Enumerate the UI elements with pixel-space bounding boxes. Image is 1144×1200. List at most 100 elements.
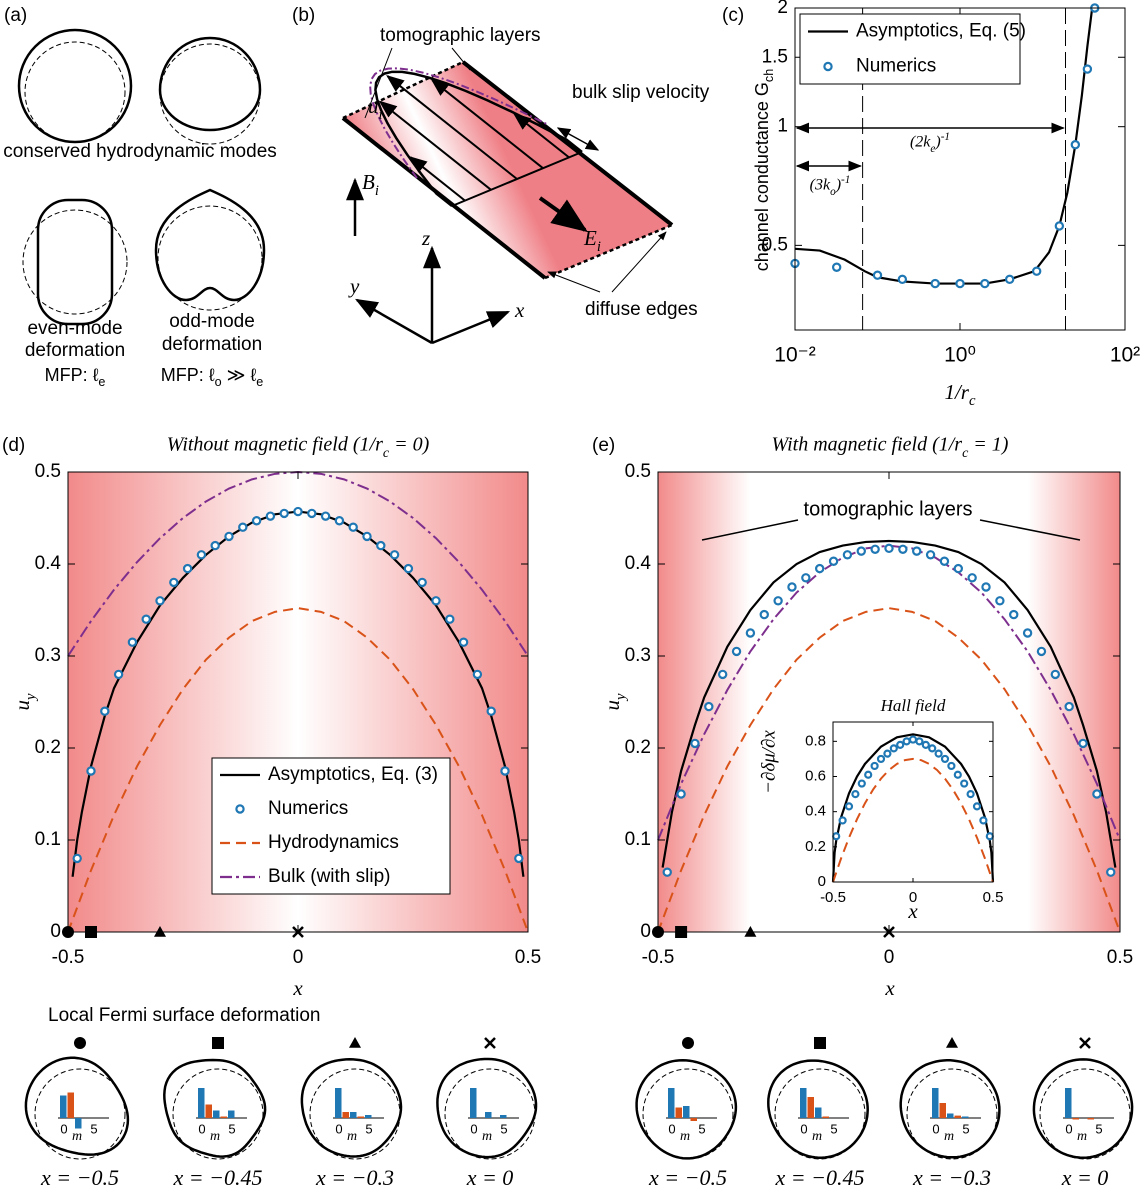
data-point <box>690 738 700 749</box>
bar-tick-label: 5 <box>228 1121 235 1136</box>
deformed-surface <box>300 1058 403 1158</box>
data-point <box>940 754 950 764</box>
position-label: x = −0.3 <box>315 1165 394 1190</box>
harmonic-bar <box>668 1088 675 1118</box>
data-point <box>704 701 714 712</box>
harmonic-bar <box>75 1118 82 1129</box>
data-point <box>953 563 964 574</box>
legend-swatch <box>823 61 833 72</box>
chart-title: With magnetic field (1/rc = 1) <box>772 434 1009 461</box>
harmonic-bar <box>60 1095 67 1118</box>
deformed-surface <box>24 1056 130 1156</box>
pointer <box>701 519 799 541</box>
harmonic-bar <box>683 1106 690 1118</box>
data-point <box>966 789 975 799</box>
data-point <box>842 550 853 560</box>
x-axis-label: x <box>884 976 895 1000</box>
data-point <box>883 749 892 758</box>
harmonic-bar <box>690 1118 697 1121</box>
bar-tick-label: 0 <box>668 1121 675 1136</box>
equilibrium-circle <box>906 1068 998 1160</box>
axis-name: x <box>514 298 525 322</box>
axis-name: z <box>421 226 430 250</box>
cross-section <box>451 151 583 207</box>
panel-a: (a) conserved hydrodynamic modes even-mo… <box>3 5 277 389</box>
position-label: x = −0.45 <box>173 1165 263 1190</box>
data-point <box>486 706 496 716</box>
y-tick-label: 0.4 <box>35 553 62 574</box>
chart-title: Without magnetic field (1/rc = 0) <box>167 434 430 461</box>
position-label: x = −0.3 <box>912 1165 991 1190</box>
equilibrium-circle <box>774 1068 866 1160</box>
harmonic-bar <box>365 1115 372 1118</box>
annotation: diffuse edges <box>585 299 698 320</box>
y-tick-label: 0.5 <box>625 461 651 482</box>
subscript: c <box>383 446 390 461</box>
data-point <box>864 770 873 779</box>
equilibrium-circle <box>34 1068 126 1160</box>
harmonic-bar <box>807 1097 814 1118</box>
data-point <box>348 522 358 532</box>
data-point <box>1031 266 1042 276</box>
harmonic-bar <box>350 1112 357 1118</box>
bar-axis-label: m <box>210 1129 220 1144</box>
x-tick-label: 0 <box>909 889 917 906</box>
data-point <box>224 531 234 542</box>
bar-tick-label: 0 <box>800 1121 807 1136</box>
data-point <box>169 577 179 588</box>
data-point <box>801 573 811 583</box>
axis-name: y <box>348 274 360 298</box>
panel-label: (e) <box>592 435 615 456</box>
data-point <box>915 737 924 746</box>
data-point <box>925 550 936 560</box>
y-axis-label: uy <box>10 693 40 711</box>
position-marker <box>292 926 304 938</box>
velocity-arrow <box>430 79 544 169</box>
bar-tick-label: 0 <box>198 1121 205 1136</box>
harmonic-bar <box>213 1110 220 1118</box>
data-point <box>1050 669 1061 680</box>
caption: even-mode <box>27 318 122 339</box>
annotation: bulk slip velocity <box>572 82 710 103</box>
data-point <box>334 516 345 526</box>
position-marker <box>212 1037 224 1049</box>
annotation: tomographic layers <box>804 498 973 520</box>
legend-label: Asymptotics, Eq. (5) <box>856 21 1026 42</box>
subscript: i <box>597 239 601 255</box>
harmonic-bar <box>470 1088 477 1118</box>
field-arrow <box>538 196 588 233</box>
data-point <box>928 744 937 753</box>
harmonic-bar <box>357 1116 364 1118</box>
y-tick-label: 0.4 <box>805 803 826 820</box>
position-marker <box>814 1037 826 1049</box>
channel-edge <box>341 116 547 280</box>
y-tick-label: 0.5 <box>35 461 61 482</box>
data-point <box>155 596 165 606</box>
data-point <box>960 779 969 788</box>
y-tick-label: 0.5 <box>762 234 788 255</box>
data-point <box>458 637 469 647</box>
harmonic-bar <box>815 1107 822 1118</box>
y-tick-label: 1 <box>777 116 788 137</box>
legend-label: Hydrodynamics <box>268 832 399 853</box>
subscript: y <box>23 693 39 702</box>
data-point <box>141 614 151 624</box>
data-point <box>832 832 841 841</box>
y-tick-label: 0.2 <box>625 737 651 758</box>
bar-axis-label: m <box>482 1129 492 1144</box>
panel-label: (c) <box>722 5 744 26</box>
bar-tick-label: 5 <box>1095 1121 1102 1136</box>
velocity-profile <box>369 67 583 207</box>
subscript: c <box>969 393 976 409</box>
y-tick-label: 0.1 <box>35 829 61 850</box>
caption: deformation <box>162 334 262 355</box>
data-line <box>794 7 1094 285</box>
y-tick-label: 0.3 <box>35 645 61 666</box>
axis-arrow <box>355 298 433 345</box>
position-marker <box>682 1037 694 1049</box>
data-point <box>251 516 262 526</box>
equilibrium-circle <box>172 1068 264 1160</box>
velocity-arrow <box>378 100 492 191</box>
bar-tick-label: 0 <box>1065 1121 1072 1136</box>
data-point <box>1064 701 1074 712</box>
